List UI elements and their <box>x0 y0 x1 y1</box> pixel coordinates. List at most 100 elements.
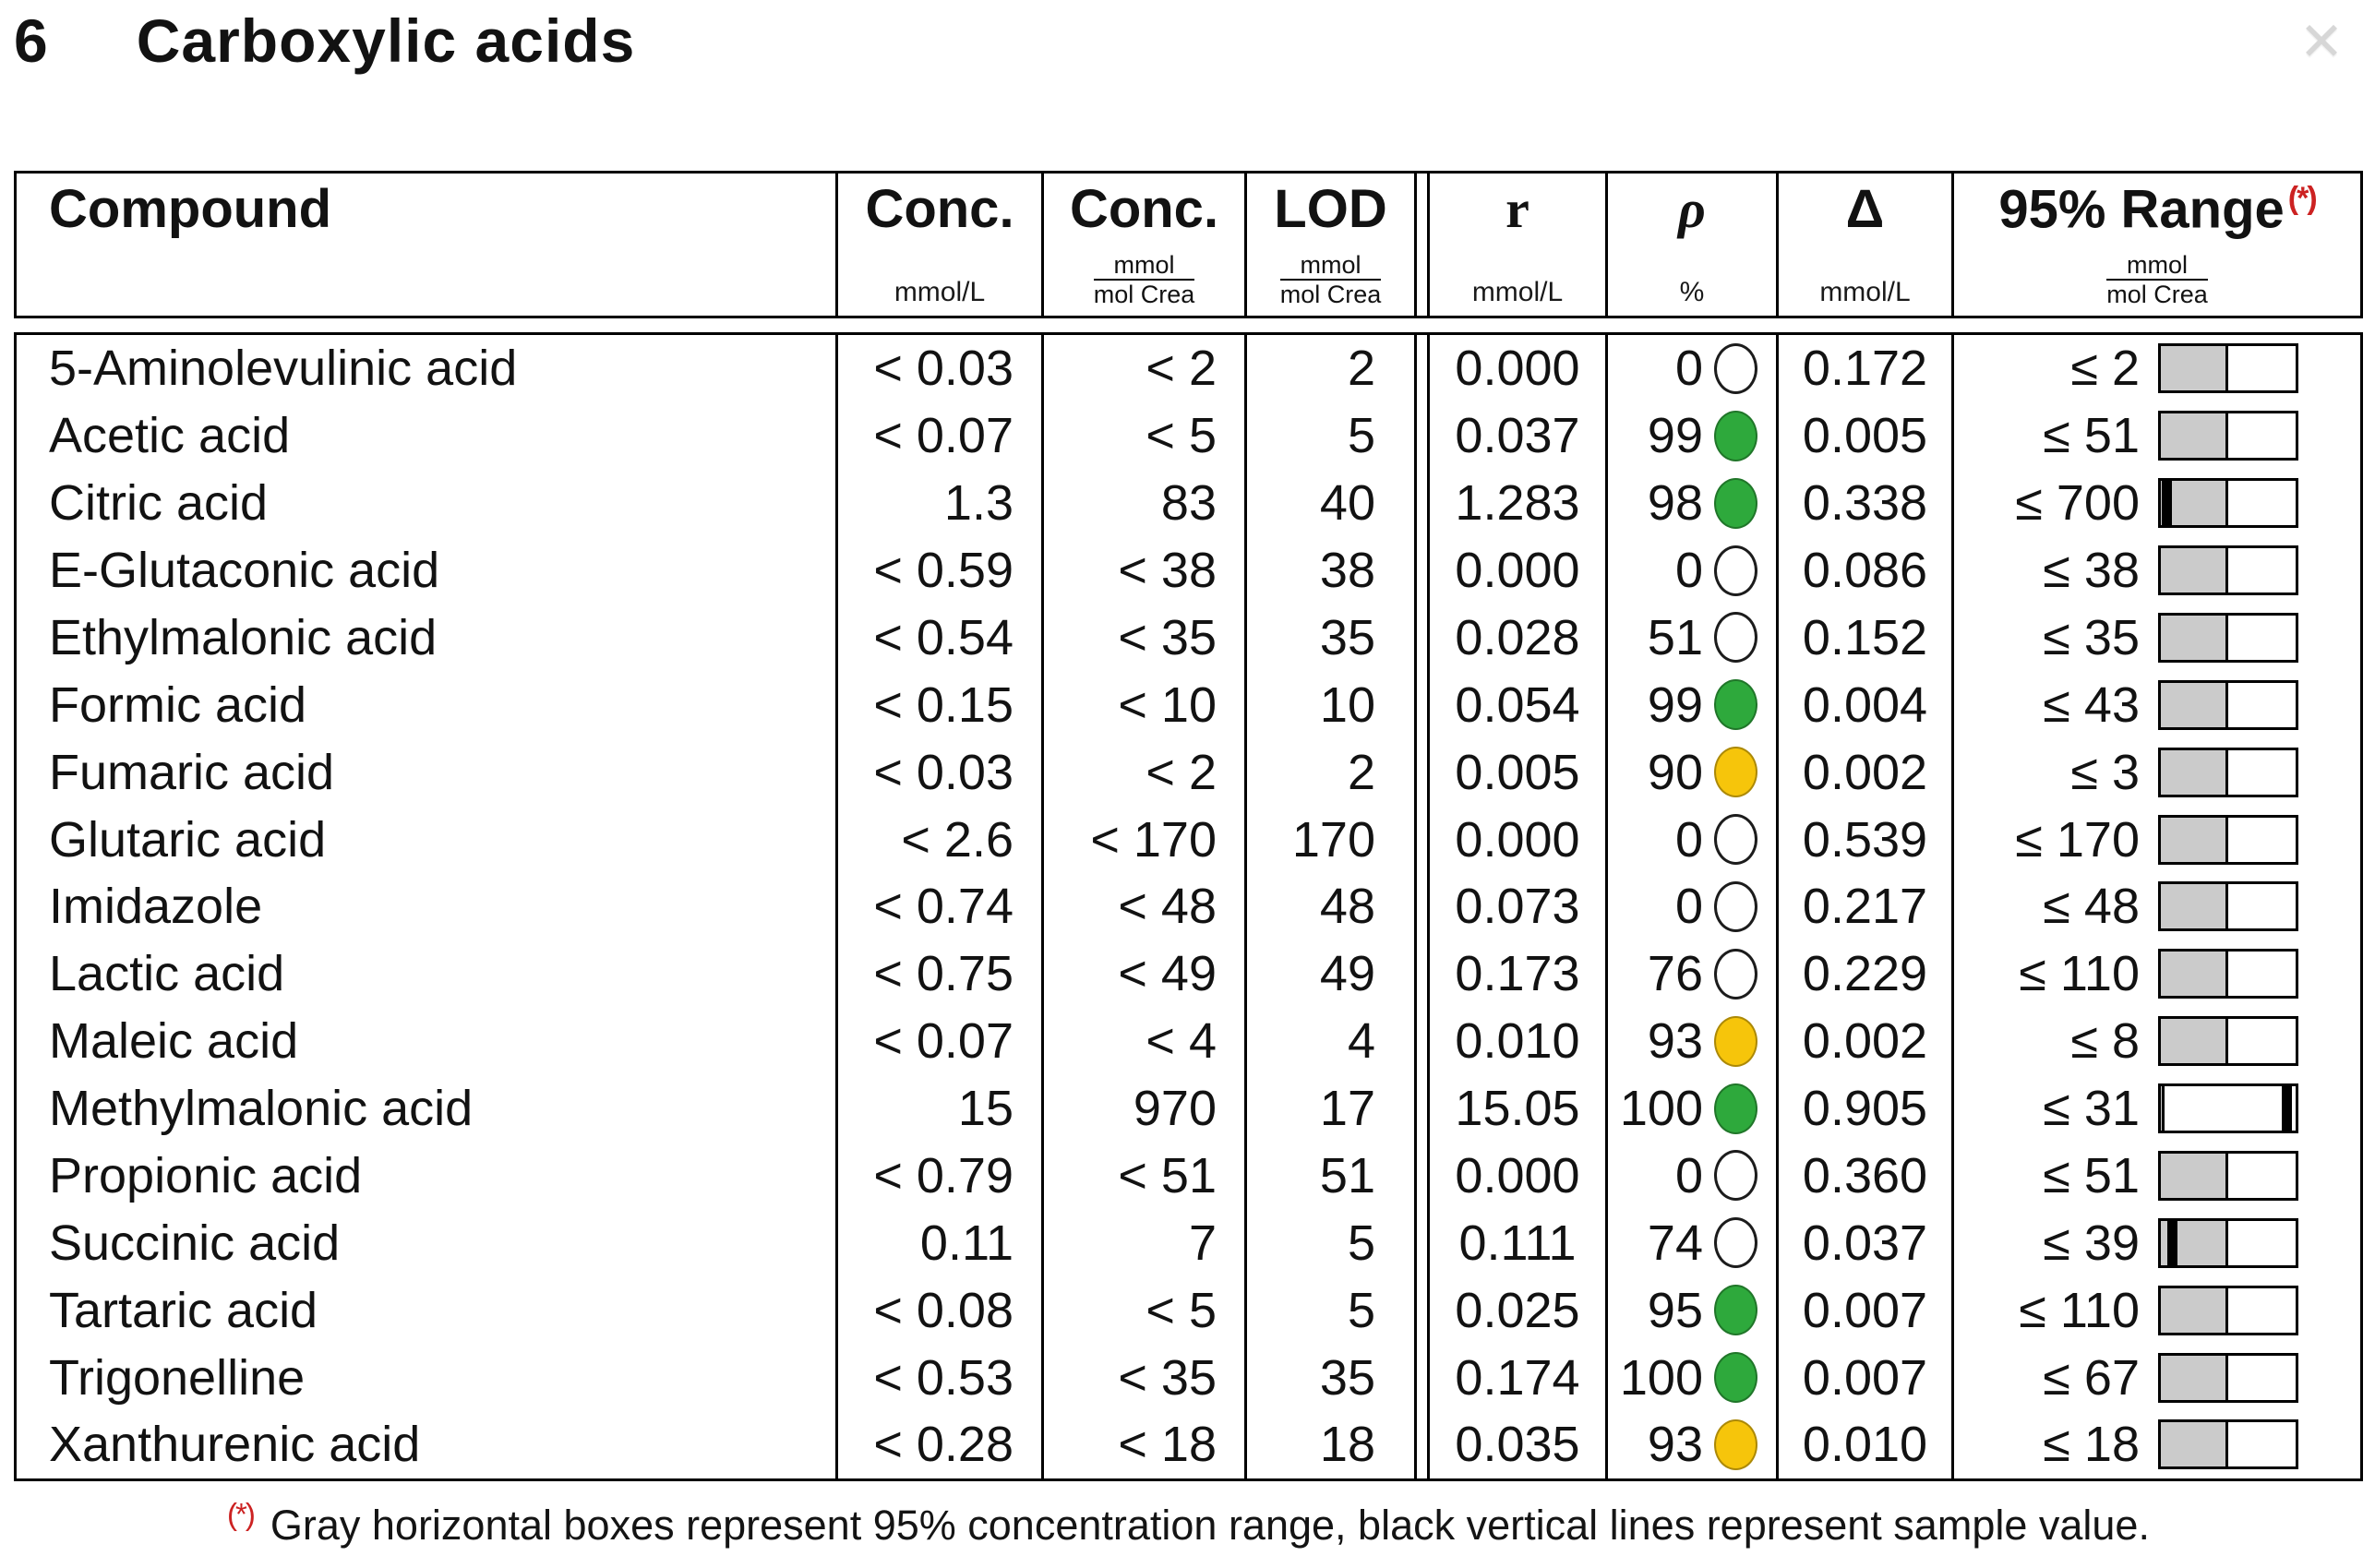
compound-name: Lactic acid <box>17 940 838 1008</box>
footnote-text: Gray horizontal boxes represent 95% conc… <box>270 1502 2150 1549</box>
range-value: ≤ 51 <box>2043 408 2140 464</box>
range-cell: ≤ 51 <box>1954 1143 2360 1210</box>
lod-value: 40 <box>1247 469 1417 537</box>
rho-cell: 93 <box>1608 1411 1779 1478</box>
double-rule-spacer <box>1417 1074 1430 1143</box>
conc-crea-value: < 4 <box>1044 1007 1247 1075</box>
double-rule-spacer <box>1417 536 1430 604</box>
double-rule-spacer <box>1417 401 1430 470</box>
range-bar <box>2158 411 2298 461</box>
r-value: 0.028 <box>1430 604 1608 672</box>
table-row: Citric acid 1.3 83 40 1.283 98 0.338 ≤ 7… <box>17 469 2360 537</box>
conc-crea-value: < 5 <box>1044 401 1247 470</box>
rho-cell: 76 <box>1608 940 1779 1008</box>
header-compound-label: Compound <box>49 179 332 239</box>
header-delta: Δ mmol/L <box>1779 174 1954 316</box>
conc-mmoll-value: < 0.28 <box>838 1411 1044 1478</box>
compound-name: Fumaric acid <box>17 738 838 807</box>
range-bar <box>2158 1083 2298 1134</box>
lod-value: 51 <box>1247 1142 1417 1210</box>
table-row: Acetic acid < 0.07 < 5 5 0.037 99 0.005 … <box>17 401 2360 470</box>
range-bar <box>2158 814 2298 865</box>
delta-value: 0.360 <box>1779 1142 1954 1210</box>
conc-mmoll-value: < 0.79 <box>838 1142 1044 1210</box>
compound-name: Formic acid <box>17 671 838 739</box>
rho-cell: 100 <box>1608 1074 1779 1143</box>
footnote-marker-sup: (*) <box>2287 181 2318 216</box>
conc-mmoll-value: < 0.15 <box>838 671 1044 739</box>
page-title: 6 Carboxylic acids <box>14 6 635 76</box>
r-value: 0.054 <box>1430 671 1608 739</box>
delta-value: 0.002 <box>1779 738 1954 807</box>
range-bar <box>2158 1352 2298 1403</box>
lod-value: 38 <box>1247 536 1417 604</box>
range-bar <box>2158 545 2298 596</box>
range-cell: ≤ 2 <box>1954 335 2360 402</box>
rho-value: 93 <box>1647 1417 1703 1473</box>
table-row: 5-Aminolevulinic acid < 0.03 < 2 2 0.000… <box>17 335 2360 402</box>
range-cell: ≤ 8 <box>1954 1008 2360 1075</box>
conc-crea-value: < 48 <box>1044 873 1247 940</box>
lod-value: 35 <box>1247 604 1417 672</box>
range-bar-gray <box>2161 884 2228 929</box>
compound-name: Xanthurenic acid <box>17 1411 838 1478</box>
lod-value: 170 <box>1247 806 1417 873</box>
double-rule-spacer <box>1417 1007 1430 1075</box>
header-r-label: r <box>1505 179 1529 239</box>
compound-name: Citric acid <box>17 469 838 537</box>
r-value: 0.000 <box>1430 536 1608 604</box>
rho-cell: 95 <box>1608 1276 1779 1345</box>
table-row: Trigonelline < 0.53 < 35 35 0.174 100 0.… <box>17 1344 2360 1411</box>
header-r-unit: mmol/L <box>1471 277 1564 307</box>
double-rule-spacer <box>1417 1411 1430 1478</box>
confidence-circle <box>1714 679 1757 731</box>
conc-mmoll-value: < 0.74 <box>838 873 1044 940</box>
sample-line <box>2161 481 2172 526</box>
delta-value: 0.007 <box>1779 1344 1954 1411</box>
header-conc-mmoll: Conc. mmol/L <box>838 174 1044 316</box>
lod-value: 2 <box>1247 335 1417 402</box>
conc-mmoll-value: < 0.08 <box>838 1276 1044 1345</box>
range-value: ≤ 18 <box>2043 1417 2140 1473</box>
delta-value: 0.539 <box>1779 806 1954 873</box>
compound-name: Propionic acid <box>17 1142 838 1210</box>
conc-mmoll-value: < 2.6 <box>838 806 1044 873</box>
compound-name: 5-Aminolevulinic acid <box>17 335 838 402</box>
header-conc-crea: Conc. mmol mol Crea <box>1044 174 1247 316</box>
double-rule-spacer <box>1417 738 1430 807</box>
rho-value: 98 <box>1647 475 1703 532</box>
table-row: Fumaric acid < 0.03 < 2 2 0.005 90 0.002… <box>17 738 2360 807</box>
compound-name: Glutaric acid <box>17 806 838 873</box>
conc-crea-value: < 2 <box>1044 738 1247 807</box>
confidence-circle <box>1714 814 1757 866</box>
conc-mmoll-value: < 0.03 <box>838 335 1044 402</box>
rho-value: 51 <box>1647 609 1703 665</box>
header-rho-unit: % <box>1679 277 1705 307</box>
conc-crea-value: < 38 <box>1044 536 1247 604</box>
confidence-circle <box>1714 477 1757 529</box>
lod-value: 5 <box>1247 401 1417 470</box>
table-row: Methylmalonic acid 15 970 17 15.05 100 0… <box>17 1074 2360 1143</box>
conc-crea-value: 83 <box>1044 469 1247 537</box>
close-icon[interactable]: ✕ <box>2292 13 2351 72</box>
delta-value: 0.007 <box>1779 1276 1954 1345</box>
table-row: Imidazole < 0.74 < 48 48 0.073 0 0.217 ≤… <box>17 873 2360 940</box>
rho-cell: 98 <box>1608 469 1779 537</box>
compound-name: Methylmalonic acid <box>17 1074 838 1143</box>
double-rule-spacer <box>1417 671 1430 739</box>
confidence-circle <box>1714 1083 1757 1134</box>
range-bar-gray <box>2161 615 2228 660</box>
range-bar <box>2158 679 2298 730</box>
range-bar <box>2158 1285 2298 1335</box>
r-value: 0.010 <box>1430 1007 1608 1075</box>
range-value: ≤ 700 <box>2015 475 2140 532</box>
compound-name: Ethylmalonic acid <box>17 604 838 672</box>
rho-cell: 99 <box>1608 671 1779 739</box>
conc-mmoll-value: < 0.53 <box>838 1344 1044 1411</box>
range-bar-gray <box>2161 548 2228 593</box>
conc-crea-value: < 170 <box>1044 806 1247 873</box>
confidence-circle <box>1714 1217 1757 1269</box>
range-value: ≤ 2 <box>2070 341 2140 397</box>
conc-crea-value: 970 <box>1044 1074 1247 1143</box>
range-cell: ≤ 18 <box>1954 1411 2360 1478</box>
